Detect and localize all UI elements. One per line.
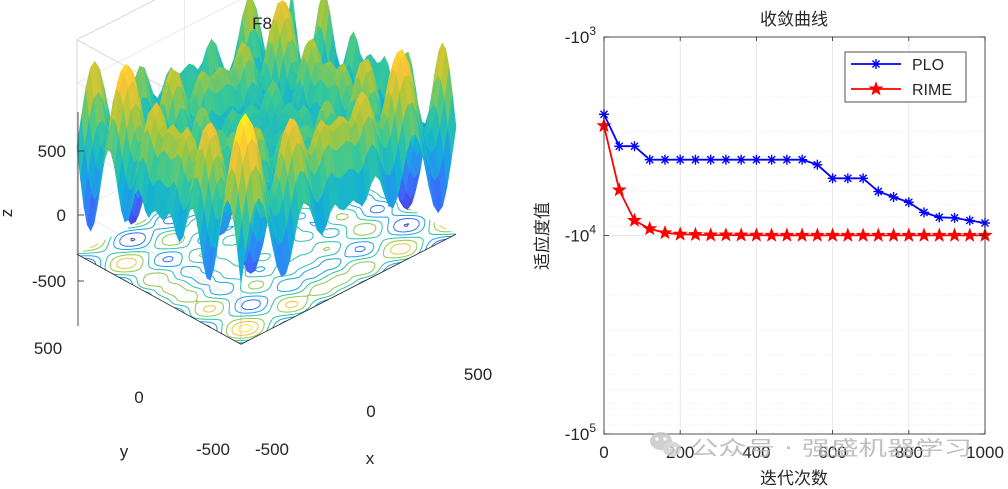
y-tick-label: -104 [565,223,597,246]
convergence-title: 收敛曲线 [760,10,828,30]
data-point [611,182,627,197]
x-tick-label: 400 [742,443,770,462]
z-tick-label: 0 [57,206,66,225]
watermark: 公众号 · 强盛机器学习 [650,432,972,460]
y-tick-label: -103 [565,24,597,47]
data-point [797,154,808,165]
data-point [659,154,670,165]
data-point [794,227,810,242]
data-point [888,192,899,203]
data-point [934,212,945,223]
data-point [886,227,902,242]
surface-zlabel: z [0,209,16,218]
series-plo [599,109,990,228]
data-point [718,227,734,242]
data-point [614,141,625,152]
data-point [764,227,780,242]
wechat-icon [650,432,681,457]
surface-ylabel: y [120,442,129,461]
data-point [690,154,701,165]
legend-label: PLO [912,57,944,74]
data-point [916,227,932,242]
legend-entry-plo: PLO [851,57,944,74]
data-point [781,154,792,165]
legend-marker [871,59,881,69]
data-point [766,154,777,165]
legend-marker [868,81,884,96]
left-tick-labels: -500 0 500 -500 0 500 -500 0 500 [32,142,492,459]
data-point [626,212,642,227]
watermark-text: 公众号 · 强盛机器学习 [690,436,972,460]
data-point [949,212,960,223]
data-point [964,215,975,226]
x-tick-label: 0 [366,402,375,421]
data-point [751,154,762,165]
data-point [842,173,853,184]
x-tick-label: 800 [895,443,923,462]
x-tick-label: 0 [599,443,608,462]
data-point [675,154,686,165]
data-point [644,154,655,165]
convergence-plot: 0 200 400 600 800 1000-103-104-105 收敛曲线 迭代次数 … [533,10,1004,489]
data-point [931,227,947,242]
data-point [733,227,749,242]
y-tick-label: 0 [134,388,143,407]
data-point [812,159,823,170]
x-tick-label: 1000 [966,443,1004,462]
data-point [903,197,914,208]
surface-xlabel: x [366,449,375,468]
data-point [858,173,869,184]
surface-mesh [76,0,457,284]
convergence-ylabel: 适应度值 [533,202,553,270]
x-tick-label: -500 [255,440,289,459]
y-tick-label: -500 [196,440,230,459]
data-point [703,227,719,242]
y-tick-label: -105 [565,421,597,444]
legend: PLO RIME [844,51,967,103]
data-point [947,227,963,242]
surface-plot: -500 0 500 -500 0 500 -500 0 500 F8 x y z [0,0,492,468]
data-point [736,154,747,165]
data-point [657,225,673,240]
y-tick-label: 500 [34,339,62,358]
z-tick-label: -500 [32,272,66,291]
data-point [855,227,871,242]
legend-entry-rime: RIME [851,81,952,99]
axes-box-front [76,112,457,345]
data-point [687,226,703,242]
x-tick-label: 500 [464,365,492,384]
data-point [779,227,795,242]
series-lines [596,109,993,242]
data-point [825,227,841,242]
data-point [748,227,764,242]
z-tick-label: 500 [38,142,66,161]
data-point [873,186,884,197]
data-point [962,227,978,242]
data-point [629,141,640,152]
data-point [705,154,716,165]
data-point [642,220,658,236]
x-tick-label: 600 [818,443,846,462]
data-point [919,207,930,218]
surface-title: F8 [252,14,272,33]
data-point [901,227,917,242]
data-point [720,154,731,165]
legend-label: RIME [912,82,952,99]
data-point [827,173,838,184]
data-point [672,226,688,241]
legend-box [844,51,967,103]
data-point [809,227,825,242]
convergence-xlabel: 迭代次数 [760,469,828,489]
data-point [840,227,856,242]
data-point [870,227,886,242]
